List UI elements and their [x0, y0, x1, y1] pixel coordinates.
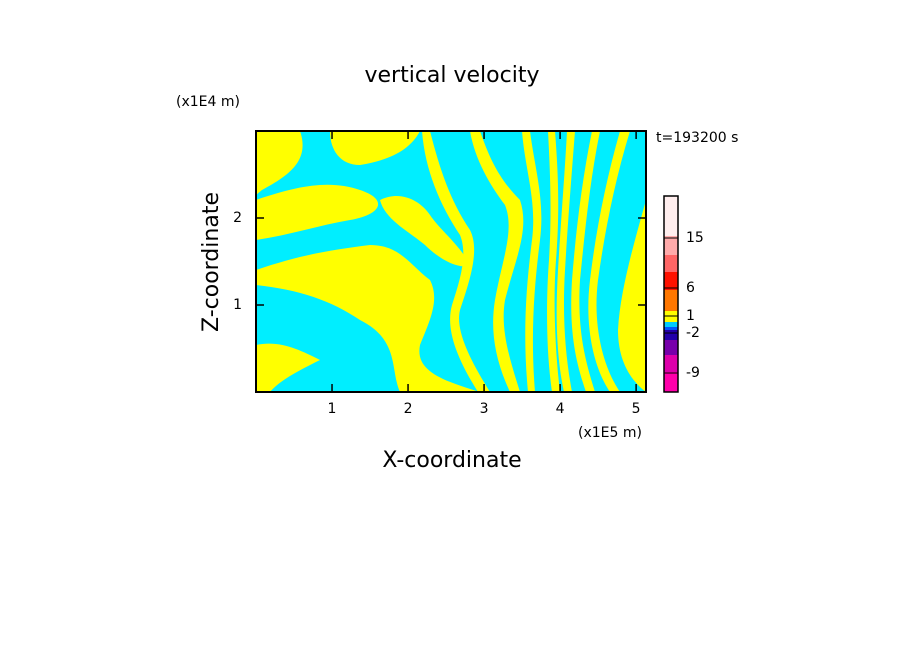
colorbar-tick-label: 1: [686, 308, 695, 324]
colorbar-tick-label: 6: [686, 280, 695, 296]
colorbar-tick-label: -9: [686, 365, 700, 381]
colorbar-segment: [664, 236, 678, 255]
plot-frame: [255, 130, 647, 393]
colorbar-segment: [664, 272, 678, 290]
colorbar-frame: [663, 195, 679, 393]
colorbar-segment: [664, 340, 678, 355]
colorbar-tick-label: -2: [686, 325, 700, 341]
x-tick-label: 5: [632, 401, 641, 417]
colorbar-segment: [664, 327, 678, 330]
contour-field: [256, 131, 646, 392]
y-axis-label: Z-coordinate: [199, 192, 224, 332]
y-unit: (x1E4 m): [176, 94, 240, 110]
time-label: t=193200 s: [656, 130, 738, 146]
colorbar-segment: [664, 255, 678, 272]
colorbar-segment: [664, 322, 678, 327]
colorbar-segment: [664, 330, 678, 340]
field-pattern: [256, 131, 646, 392]
x-axis-label: X-coordinate: [382, 448, 521, 473]
x-tick-label: 4: [556, 401, 565, 417]
colorbar-segment: [664, 355, 678, 372]
colorbar-segment: [664, 290, 678, 311]
colorbar-segment: [664, 372, 678, 392]
colorbar-tick-label: 15: [686, 230, 704, 246]
y-tick-label: 2: [233, 210, 242, 226]
x-tick-label: 2: [404, 401, 413, 417]
x-unit: (x1E5 m): [578, 425, 642, 441]
chart-title: vertical velocity: [364, 63, 539, 88]
colorbar-segment: [664, 196, 678, 236]
x-tick-label: 1: [328, 401, 337, 417]
y-tick-label: 1: [233, 297, 242, 313]
x-tick-label: 3: [480, 401, 489, 417]
